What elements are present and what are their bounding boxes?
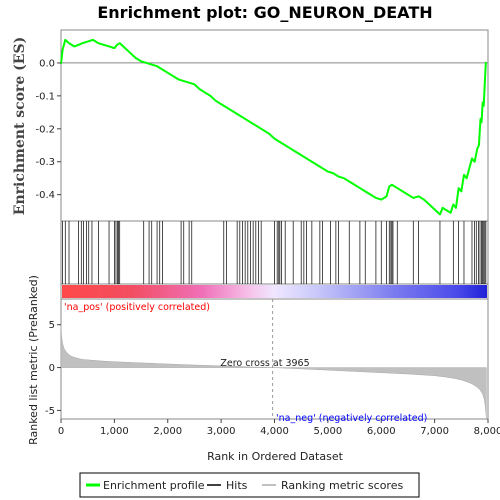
x-tick-label: 4,000 bbox=[260, 426, 289, 437]
es-tick-label: -0.2 bbox=[35, 124, 55, 135]
negative-correlation-label: 'na_neg' (negatively correlated) bbox=[276, 413, 427, 424]
x-tick-label: 5,000 bbox=[314, 426, 343, 437]
es-axis-label: Enrichment score (ES) bbox=[12, 37, 28, 215]
ranking-metric-area bbox=[60, 324, 487, 420]
metric-tick-label: -5 bbox=[45, 406, 55, 417]
x-tick-label: 7,000 bbox=[420, 426, 449, 437]
metric-panel bbox=[60, 298, 489, 420]
rank-bar-layer bbox=[62, 285, 487, 298]
x-tick-label: 2,000 bbox=[153, 426, 182, 437]
x-tick-label: 3,000 bbox=[207, 426, 236, 437]
legend-label-metric: Ranking metric scores bbox=[281, 479, 403, 492]
zero-cross-label: Zero cross at 3965 bbox=[220, 358, 309, 369]
legend: Enrichment profile Hits Ranking metric s… bbox=[79, 472, 420, 498]
es-tick-label: -0.4 bbox=[35, 190, 55, 201]
axis-layer: 0 1,000 2,000 3,000 4,000 5,000 6,000 7,000 8,00… bbox=[35, 58, 500, 437]
legend-label-hits: Hits bbox=[226, 479, 248, 492]
x-tick-label: 1,000 bbox=[100, 426, 129, 437]
hits-layer bbox=[62, 221, 487, 284]
es-curve-layer bbox=[60, 38, 487, 216]
x-tick-label: 6,000 bbox=[367, 426, 396, 437]
metric-layer bbox=[60, 299, 487, 420]
positive-correlation-label: 'na_pos' (positively correlated) bbox=[64, 302, 210, 313]
enrichment-profile-line bbox=[60, 38, 487, 216]
legend-label-enrichment: Enrichment profile bbox=[103, 479, 205, 492]
metric-tick-label: 0 bbox=[49, 363, 55, 374]
es-panel bbox=[60, 29, 489, 222]
x-tick-label: 8,000 bbox=[474, 426, 500, 437]
es-tick-label: -0.3 bbox=[35, 157, 55, 168]
es-tick-label: -0.1 bbox=[35, 91, 55, 102]
legend-box bbox=[79, 472, 420, 498]
rank-color-bar bbox=[62, 285, 487, 298]
chart-title: Enrichment plot: GO_NEURON_DEATH bbox=[97, 3, 432, 22]
x-axis-label: Rank in Ordered Dataset bbox=[207, 450, 344, 463]
metric-axis-label: Ranked list metric (PreRanked) bbox=[27, 275, 40, 445]
metric-tick-label: 5 bbox=[49, 320, 55, 331]
es-tick-label: 0.0 bbox=[39, 58, 55, 69]
x-tick-label: 0 bbox=[58, 426, 64, 437]
